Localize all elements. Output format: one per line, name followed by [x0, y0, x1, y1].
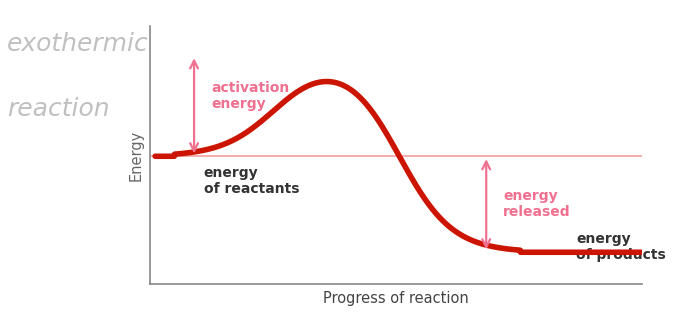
Text: energy
of reactants: energy of reactants [204, 166, 299, 196]
Text: activation
energy: activation energy [211, 81, 290, 111]
Text: exothermic: exothermic [7, 32, 149, 56]
X-axis label: Progress of reaction: Progress of reaction [323, 291, 469, 306]
Text: reaction: reaction [7, 97, 109, 121]
Text: energy
of products: energy of products [576, 232, 666, 262]
Y-axis label: Energy: Energy [128, 130, 143, 181]
Text: energy
released: energy released [503, 189, 571, 219]
